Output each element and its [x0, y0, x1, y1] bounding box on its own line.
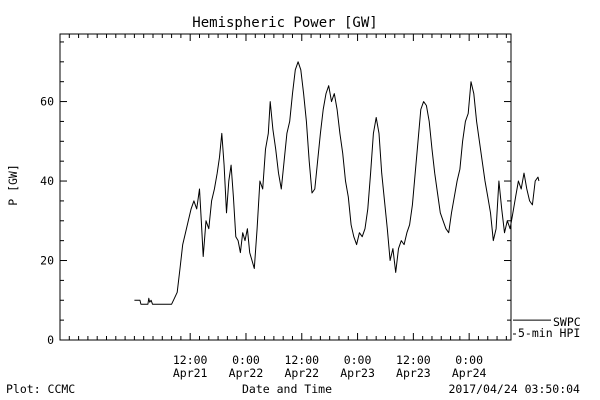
plot-frame — [59, 33, 512, 341]
y-tick-label: 40 — [40, 174, 54, 188]
x-tick-label: 0:00 — [344, 353, 372, 367]
x-tick-label: 12:00 — [284, 353, 319, 367]
series-line-hpi — [134, 61, 540, 305]
series-layer — [134, 61, 540, 305]
y-axis-label: P [GW] — [6, 164, 20, 206]
x-tick-label: 12:00 — [396, 353, 431, 367]
legend: SWPC 5-min HPI — [513, 315, 581, 340]
x-tick-label: 0:00 — [232, 353, 260, 367]
x-tick-label: 0:00 — [455, 353, 483, 367]
x-tick-date-label: Apr22 — [229, 366, 264, 380]
legend-hpi-label: 5-min HPI — [518, 326, 580, 340]
chart-title: Hemispheric Power [GW] — [192, 15, 377, 31]
y-tick-label: 0 — [47, 333, 54, 347]
x-tick-date-label: Apr22 — [284, 366, 319, 380]
footer-credit: Plot: CCMC — [6, 382, 75, 396]
x-tick-date-label: Apr23 — [396, 366, 431, 380]
y-tick-label: 20 — [40, 254, 54, 268]
x-axis-label: Date and Time — [242, 382, 332, 396]
x-tick-date-label: Apr21 — [173, 366, 208, 380]
x-axis: 12:00Apr210:00Apr2212:00Apr220:00Apr2312… — [59, 34, 507, 380]
y-tick-label: 60 — [40, 95, 54, 109]
x-tick-date-label: Apr23 — [340, 366, 375, 380]
x-tick-date-label: Apr24 — [452, 366, 487, 380]
footer-timestamp: 2017/04/24 03:50:04 — [448, 382, 580, 396]
x-tick-label: 12:00 — [173, 353, 208, 367]
legend-swpc-label: SWPC — [553, 315, 581, 329]
y-axis: 0 20 40 60 — [40, 41, 511, 347]
